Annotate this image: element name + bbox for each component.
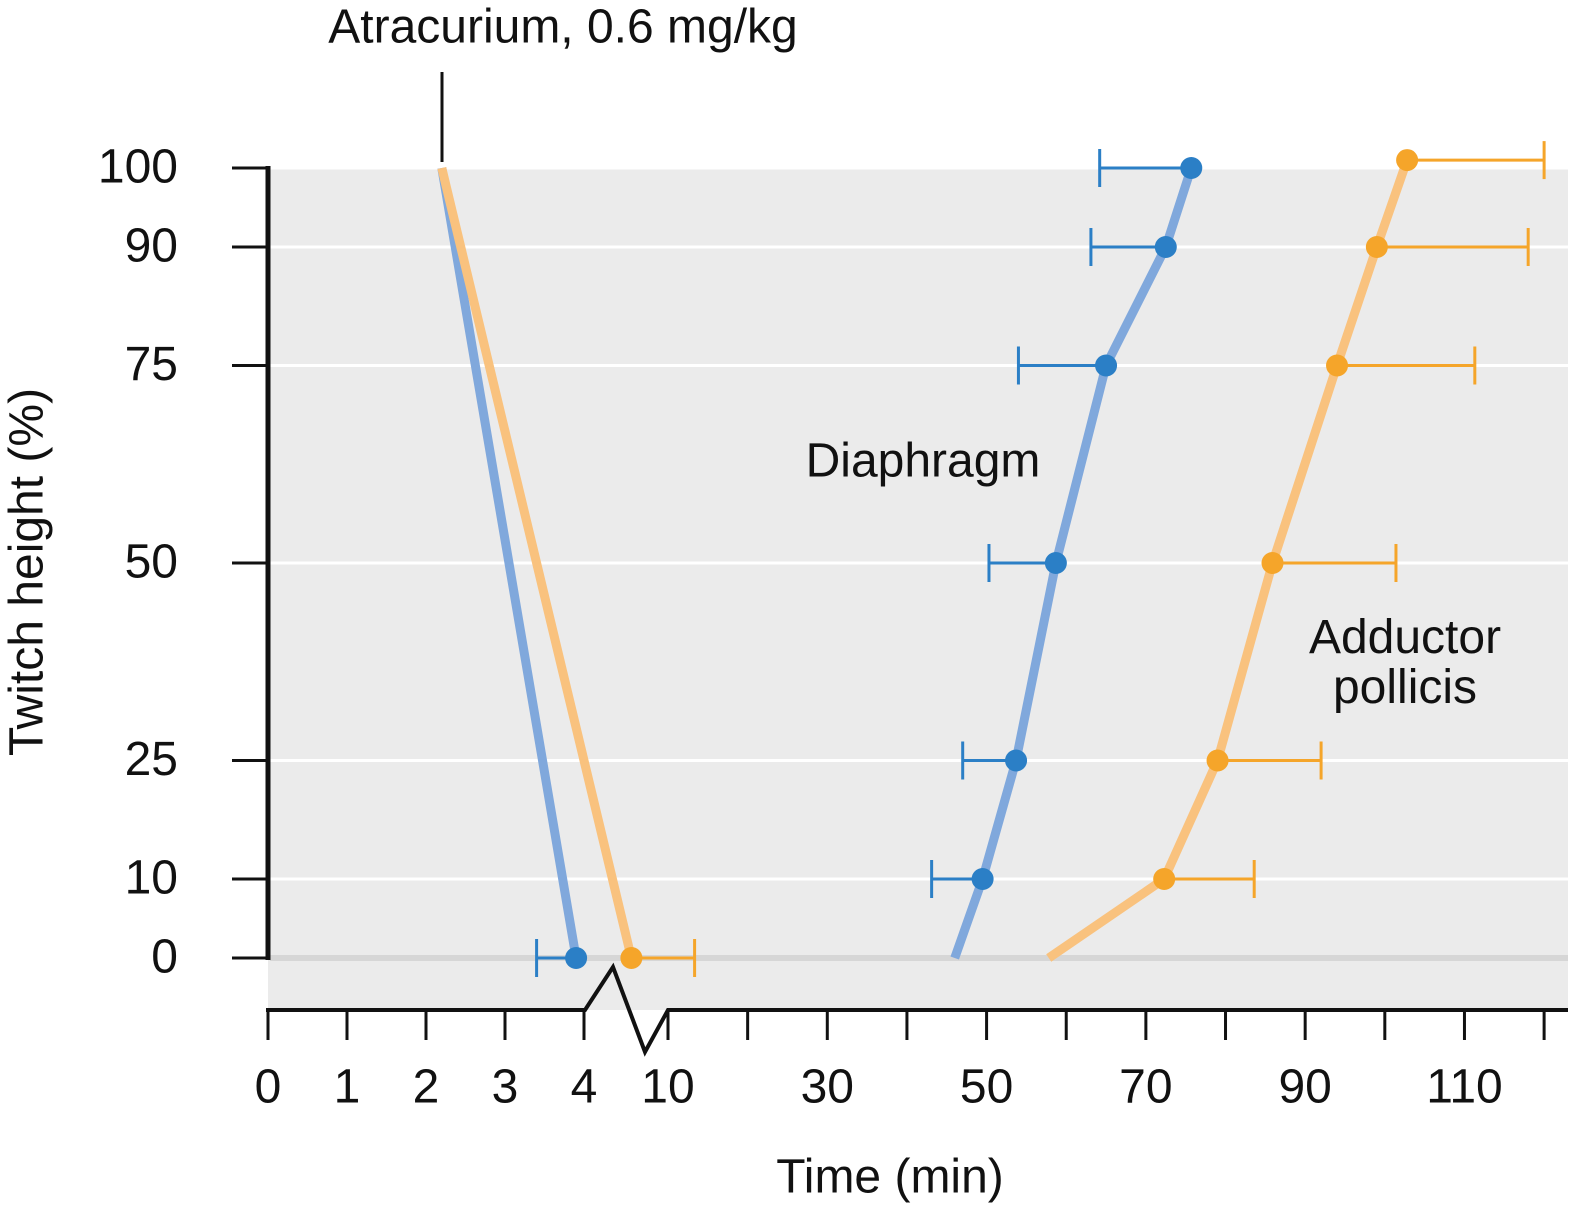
- data-point: [1326, 354, 1349, 377]
- y-tick-label: 90: [125, 220, 178, 273]
- x-tick-label: 4: [571, 1061, 598, 1114]
- y-tick-label: 75: [125, 338, 178, 391]
- y-tick-label: 50: [125, 536, 178, 589]
- data-point: [1154, 236, 1177, 258]
- x-tick-label: 90: [1278, 1061, 1331, 1114]
- y-tick-label: 0: [151, 931, 178, 984]
- data-point: [565, 947, 588, 969]
- x-tick-label: 0: [255, 1061, 282, 1114]
- plot-background: [268, 168, 1568, 1010]
- series-label: Adductor pollicis: [1309, 611, 1501, 714]
- x-tick-label: 10: [641, 1061, 694, 1114]
- error-bar: [1016, 346, 1107, 385]
- data-point: [1180, 157, 1203, 179]
- error-bar: [1164, 860, 1256, 898]
- data-point: [1206, 749, 1229, 772]
- data-point: [1095, 354, 1118, 377]
- x-tick-label: 30: [801, 1061, 854, 1114]
- y-tick-label: 25: [125, 733, 178, 786]
- x-tick-label: 2: [413, 1061, 440, 1114]
- error-bar: [1272, 544, 1398, 582]
- data-point: [1365, 236, 1388, 258]
- x-tick-label: 3: [492, 1061, 519, 1114]
- data-point: [1005, 749, 1028, 772]
- data-point: [620, 947, 643, 969]
- error-bar: [1098, 149, 1192, 187]
- y-tick-label: 100: [98, 141, 178, 194]
- x-axis-label: Time (min): [776, 1151, 1004, 1204]
- data-point: [1261, 552, 1284, 574]
- x-tick-label: 1: [334, 1061, 361, 1114]
- x-axis: [266, 962, 1568, 1057]
- x-tick-label: 110: [1426, 1061, 1503, 1114]
- error-bar: [1089, 228, 1166, 266]
- y-tick-label: 10: [125, 852, 178, 905]
- error-bar: [1217, 741, 1323, 780]
- x-tick-label: 50: [960, 1061, 1013, 1114]
- data-point: [1153, 868, 1176, 890]
- error-bar: [1376, 228, 1530, 266]
- data-point: [971, 868, 994, 890]
- x-tick-label: 70: [1119, 1061, 1172, 1114]
- error-bar: [987, 544, 1056, 582]
- data-point: [1044, 552, 1067, 574]
- y-axis-label: Twitch height (%): [1, 388, 54, 756]
- error-bar: [1337, 346, 1477, 385]
- data-point: [1396, 149, 1419, 172]
- annotation: Atracurium, 0.6 mg/kg: [328, 1, 798, 54]
- series-label: Diaphragm: [806, 435, 1041, 488]
- error-bar: [1407, 141, 1546, 180]
